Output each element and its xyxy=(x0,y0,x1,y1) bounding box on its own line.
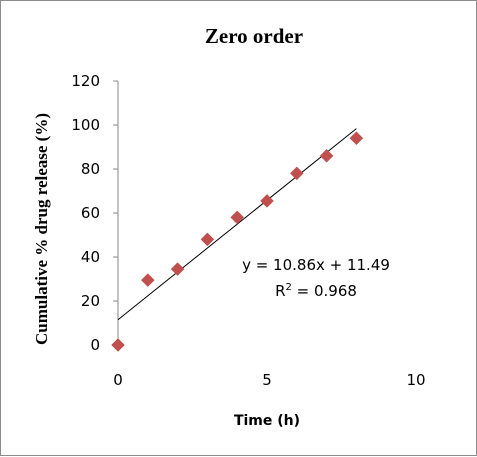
r-squared-superscript: 2 xyxy=(286,282,292,293)
data-point xyxy=(200,232,215,247)
data-point xyxy=(319,148,334,163)
data-point xyxy=(289,166,304,181)
data-point xyxy=(111,338,125,352)
axes-layer: 0 20 40 60 80 100 120 0 5 10 xyxy=(71,72,425,389)
y-axis-label: Cumulative % drug release (%) xyxy=(32,113,51,345)
r-squared-label: R2 = 0.968 xyxy=(275,282,357,300)
r-squared-value: = 0.968 xyxy=(292,282,357,300)
trendline-equation: y = 10.86x + 11.49 xyxy=(242,256,390,274)
x-tick-label: 5 xyxy=(262,371,272,389)
x-tick-label: 10 xyxy=(406,371,425,389)
y-tick-label: 80 xyxy=(81,160,100,178)
x-tick-label: 0 xyxy=(113,371,123,389)
y-tick-label: 60 xyxy=(81,204,100,222)
r-squared-prefix: R xyxy=(275,282,285,300)
data-point xyxy=(140,273,155,287)
points-layer xyxy=(111,131,364,352)
chart-title: Zero order xyxy=(205,24,303,48)
x-axis-label: Time (h) xyxy=(234,413,300,429)
data-point xyxy=(170,262,185,276)
data-point xyxy=(349,131,364,146)
y-tick-label: 120 xyxy=(71,72,100,90)
data-point xyxy=(260,194,274,208)
y-tick-label: 20 xyxy=(81,292,100,310)
data-point xyxy=(230,210,245,225)
y-tick-label: 0 xyxy=(90,336,100,354)
y-tick-label: 40 xyxy=(81,248,100,266)
y-tick-label: 100 xyxy=(71,116,100,134)
